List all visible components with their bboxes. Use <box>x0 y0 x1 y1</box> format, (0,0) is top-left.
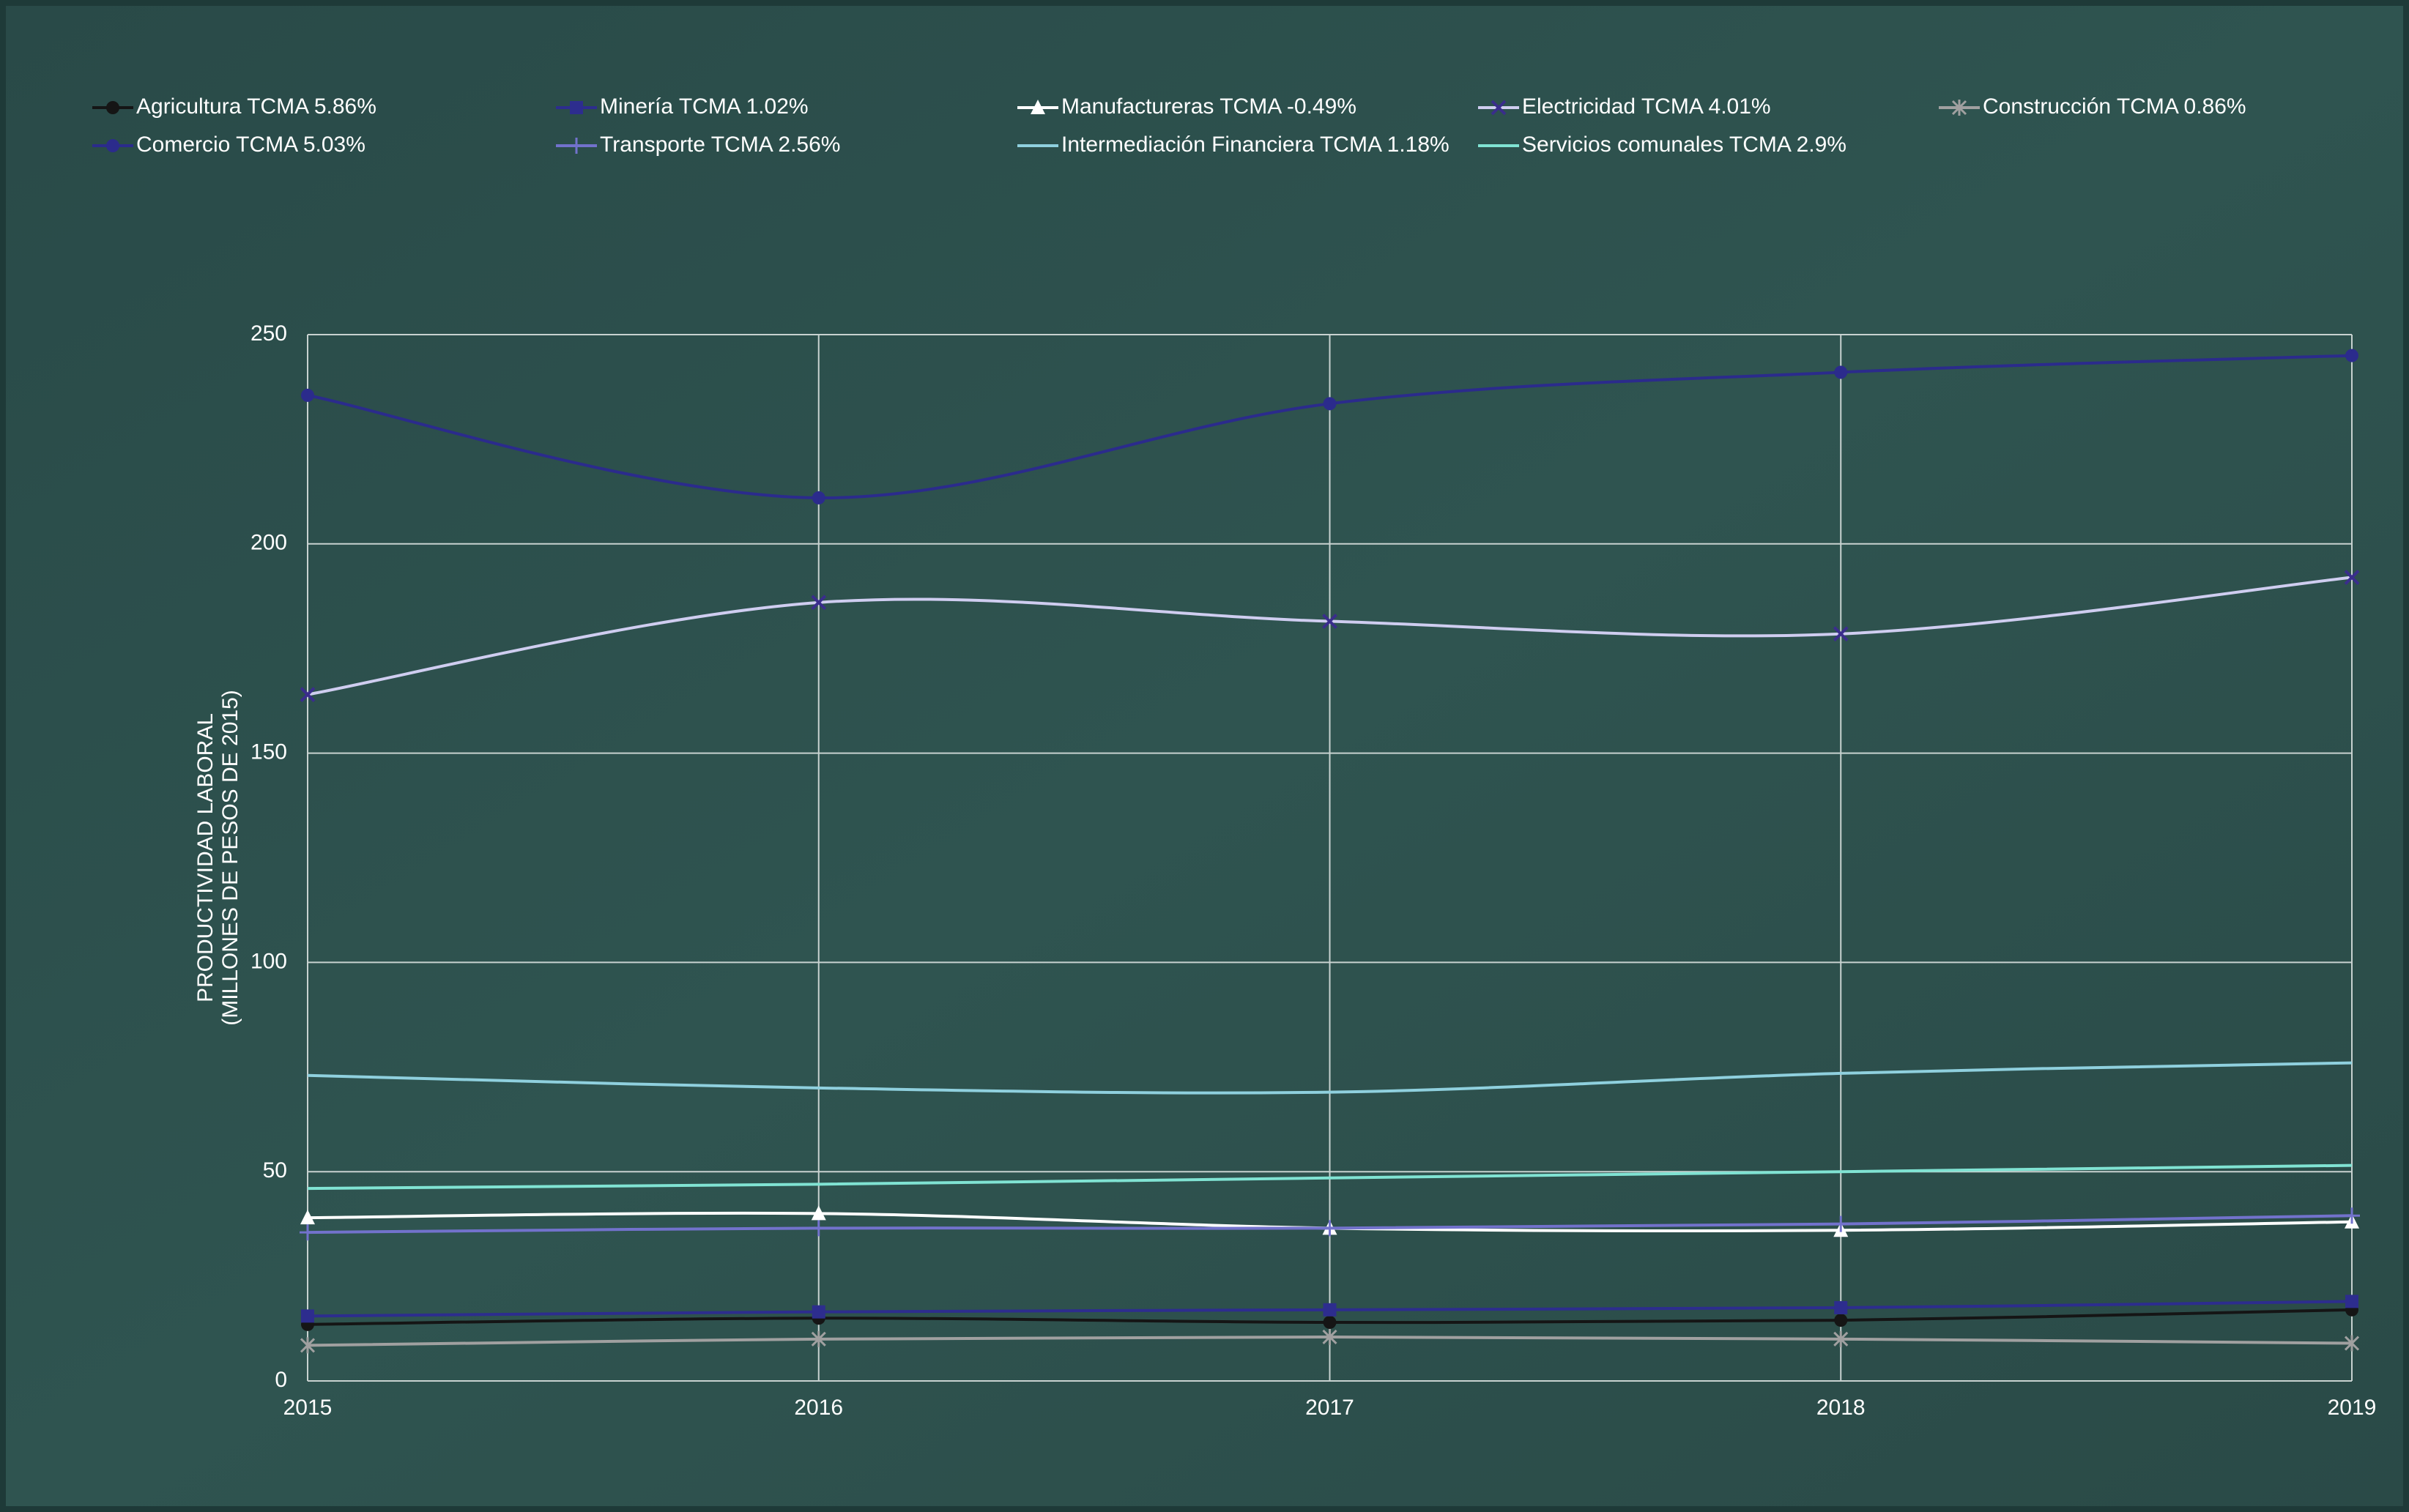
data-point <box>812 491 825 504</box>
y-tick-label: 100 <box>250 949 287 973</box>
legend-label: Agricultura TCMA 5.86% <box>136 94 376 119</box>
data-point <box>1834 1314 1848 1327</box>
y-tick-label: 150 <box>250 740 287 764</box>
data-point <box>1833 1215 1849 1232</box>
y-axis-label: PRODUCTIVIDAD LABORAL <box>193 713 218 1002</box>
data-point <box>1323 1303 1337 1317</box>
data-point <box>2344 570 2360 585</box>
legend-label: Intermediación Financiera TCMA 1.18% <box>1061 133 1450 157</box>
legend-marker <box>568 138 584 154</box>
data-point <box>1834 365 1848 379</box>
data-point <box>2344 1207 2360 1224</box>
data-point <box>1322 1328 1337 1345</box>
data-point <box>301 388 314 402</box>
y-tick-label: 50 <box>263 1158 287 1183</box>
legend-marker <box>1031 100 1045 114</box>
legend-marker <box>570 101 583 114</box>
legend-label: Construcción TCMA 0.86% <box>1983 94 2246 119</box>
data-point <box>811 1330 826 1347</box>
legend-marker <box>106 101 119 114</box>
data-point <box>812 1305 825 1319</box>
x-tick-label: 2017 <box>1305 1396 1354 1420</box>
legend-label: Manufactureras TCMA -0.49% <box>1061 94 1356 119</box>
legend-label: Electricidad TCMA 4.01% <box>1522 94 1771 119</box>
data-point <box>300 1224 316 1241</box>
legend-label: Transporte TCMA 2.56% <box>600 133 840 157</box>
legend-marker <box>1951 100 1967 116</box>
y-tick-label: 0 <box>275 1368 287 1392</box>
data-point <box>2345 349 2358 362</box>
data-point <box>1323 397 1337 411</box>
y-tick-label: 250 <box>250 321 287 346</box>
data-point <box>1322 614 1337 629</box>
series-line <box>307 1163 2353 1191</box>
legend-label: Minería TCMA 1.02% <box>600 94 809 119</box>
y-tick-label: 200 <box>250 531 287 555</box>
x-tick-label: 2015 <box>283 1396 333 1420</box>
data-point <box>1321 1220 1338 1237</box>
data-point <box>2345 1295 2358 1308</box>
data-point <box>810 1220 827 1237</box>
data-point <box>300 687 316 702</box>
x-tick-label: 2019 <box>2328 1396 2377 1420</box>
legend-marker <box>106 139 119 152</box>
x-tick-label: 2016 <box>794 1396 843 1420</box>
series-line <box>307 1061 2353 1095</box>
x-tick-label: 2018 <box>1816 1396 1866 1420</box>
data-point <box>1833 1330 1849 1347</box>
data-point <box>811 1205 826 1221</box>
legend-label: Servicios comunales TCMA 2.9% <box>1522 133 1846 157</box>
y-axis-label: (MILLONES DE PESOS DE 2015) <box>218 690 242 1026</box>
data-point <box>301 1309 314 1323</box>
legend-label: Comercio TCMA 5.03% <box>136 133 365 157</box>
data-point <box>1833 626 1849 642</box>
data-point <box>2344 1335 2360 1352</box>
data-point <box>1834 1300 1848 1314</box>
data-point <box>300 1210 315 1225</box>
data-point <box>811 595 827 611</box>
data-point <box>300 1337 316 1354</box>
legend-marker <box>1491 100 1507 116</box>
data-point <box>1323 1315 1337 1329</box>
